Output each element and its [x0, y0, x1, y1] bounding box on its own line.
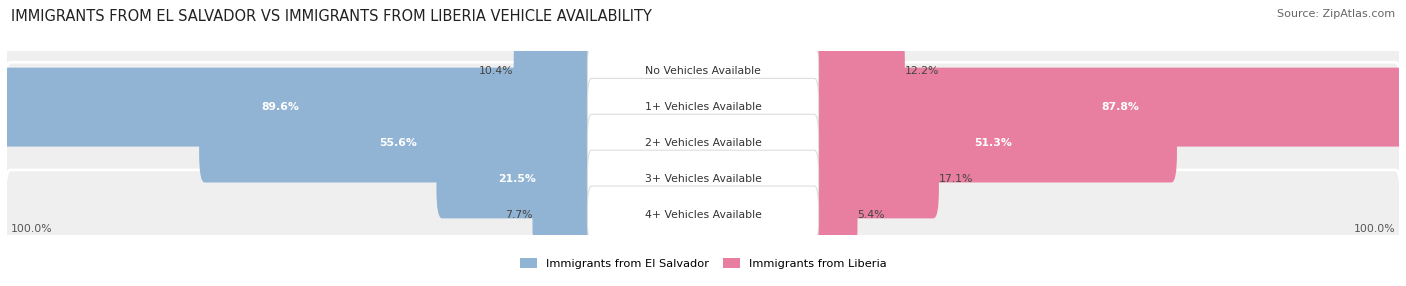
Text: Source: ZipAtlas.com: Source: ZipAtlas.com: [1277, 9, 1395, 19]
FancyBboxPatch shape: [533, 175, 598, 254]
Text: 4+ Vehicles Available: 4+ Vehicles Available: [644, 210, 762, 220]
Text: 55.6%: 55.6%: [380, 138, 418, 148]
FancyBboxPatch shape: [588, 78, 818, 136]
FancyBboxPatch shape: [6, 62, 1400, 152]
Text: 21.5%: 21.5%: [498, 174, 536, 184]
Text: No Vehicles Available: No Vehicles Available: [645, 66, 761, 76]
Text: 51.3%: 51.3%: [974, 138, 1012, 148]
FancyBboxPatch shape: [6, 98, 1400, 188]
Text: 12.2%: 12.2%: [905, 66, 939, 76]
Legend: Immigrants from El Salvador, Immigrants from Liberia: Immigrants from El Salvador, Immigrants …: [520, 259, 886, 269]
FancyBboxPatch shape: [6, 26, 1400, 116]
FancyBboxPatch shape: [808, 32, 905, 111]
FancyBboxPatch shape: [588, 43, 818, 100]
FancyBboxPatch shape: [808, 175, 858, 254]
Text: 87.8%: 87.8%: [1101, 102, 1139, 112]
Text: 2+ Vehicles Available: 2+ Vehicles Available: [644, 138, 762, 148]
FancyBboxPatch shape: [436, 139, 598, 219]
FancyBboxPatch shape: [808, 104, 1177, 182]
Text: 10.4%: 10.4%: [479, 66, 513, 76]
FancyBboxPatch shape: [588, 150, 818, 208]
FancyBboxPatch shape: [200, 104, 598, 182]
FancyBboxPatch shape: [513, 32, 598, 111]
Text: 100.0%: 100.0%: [10, 224, 52, 234]
Text: IMMIGRANTS FROM EL SALVADOR VS IMMIGRANTS FROM LIBERIA VEHICLE AVAILABILITY: IMMIGRANTS FROM EL SALVADOR VS IMMIGRANT…: [11, 9, 652, 23]
FancyBboxPatch shape: [808, 139, 939, 219]
Text: 17.1%: 17.1%: [939, 174, 973, 184]
FancyBboxPatch shape: [6, 170, 1400, 260]
Text: 1+ Vehicles Available: 1+ Vehicles Available: [644, 102, 762, 112]
Text: 7.7%: 7.7%: [505, 210, 533, 220]
Text: 5.4%: 5.4%: [858, 210, 884, 220]
FancyBboxPatch shape: [808, 67, 1406, 147]
FancyBboxPatch shape: [588, 186, 818, 243]
FancyBboxPatch shape: [6, 134, 1400, 224]
FancyBboxPatch shape: [0, 67, 598, 147]
Text: 100.0%: 100.0%: [1354, 224, 1396, 234]
Text: 3+ Vehicles Available: 3+ Vehicles Available: [644, 174, 762, 184]
Text: 89.6%: 89.6%: [262, 102, 299, 112]
FancyBboxPatch shape: [588, 114, 818, 172]
